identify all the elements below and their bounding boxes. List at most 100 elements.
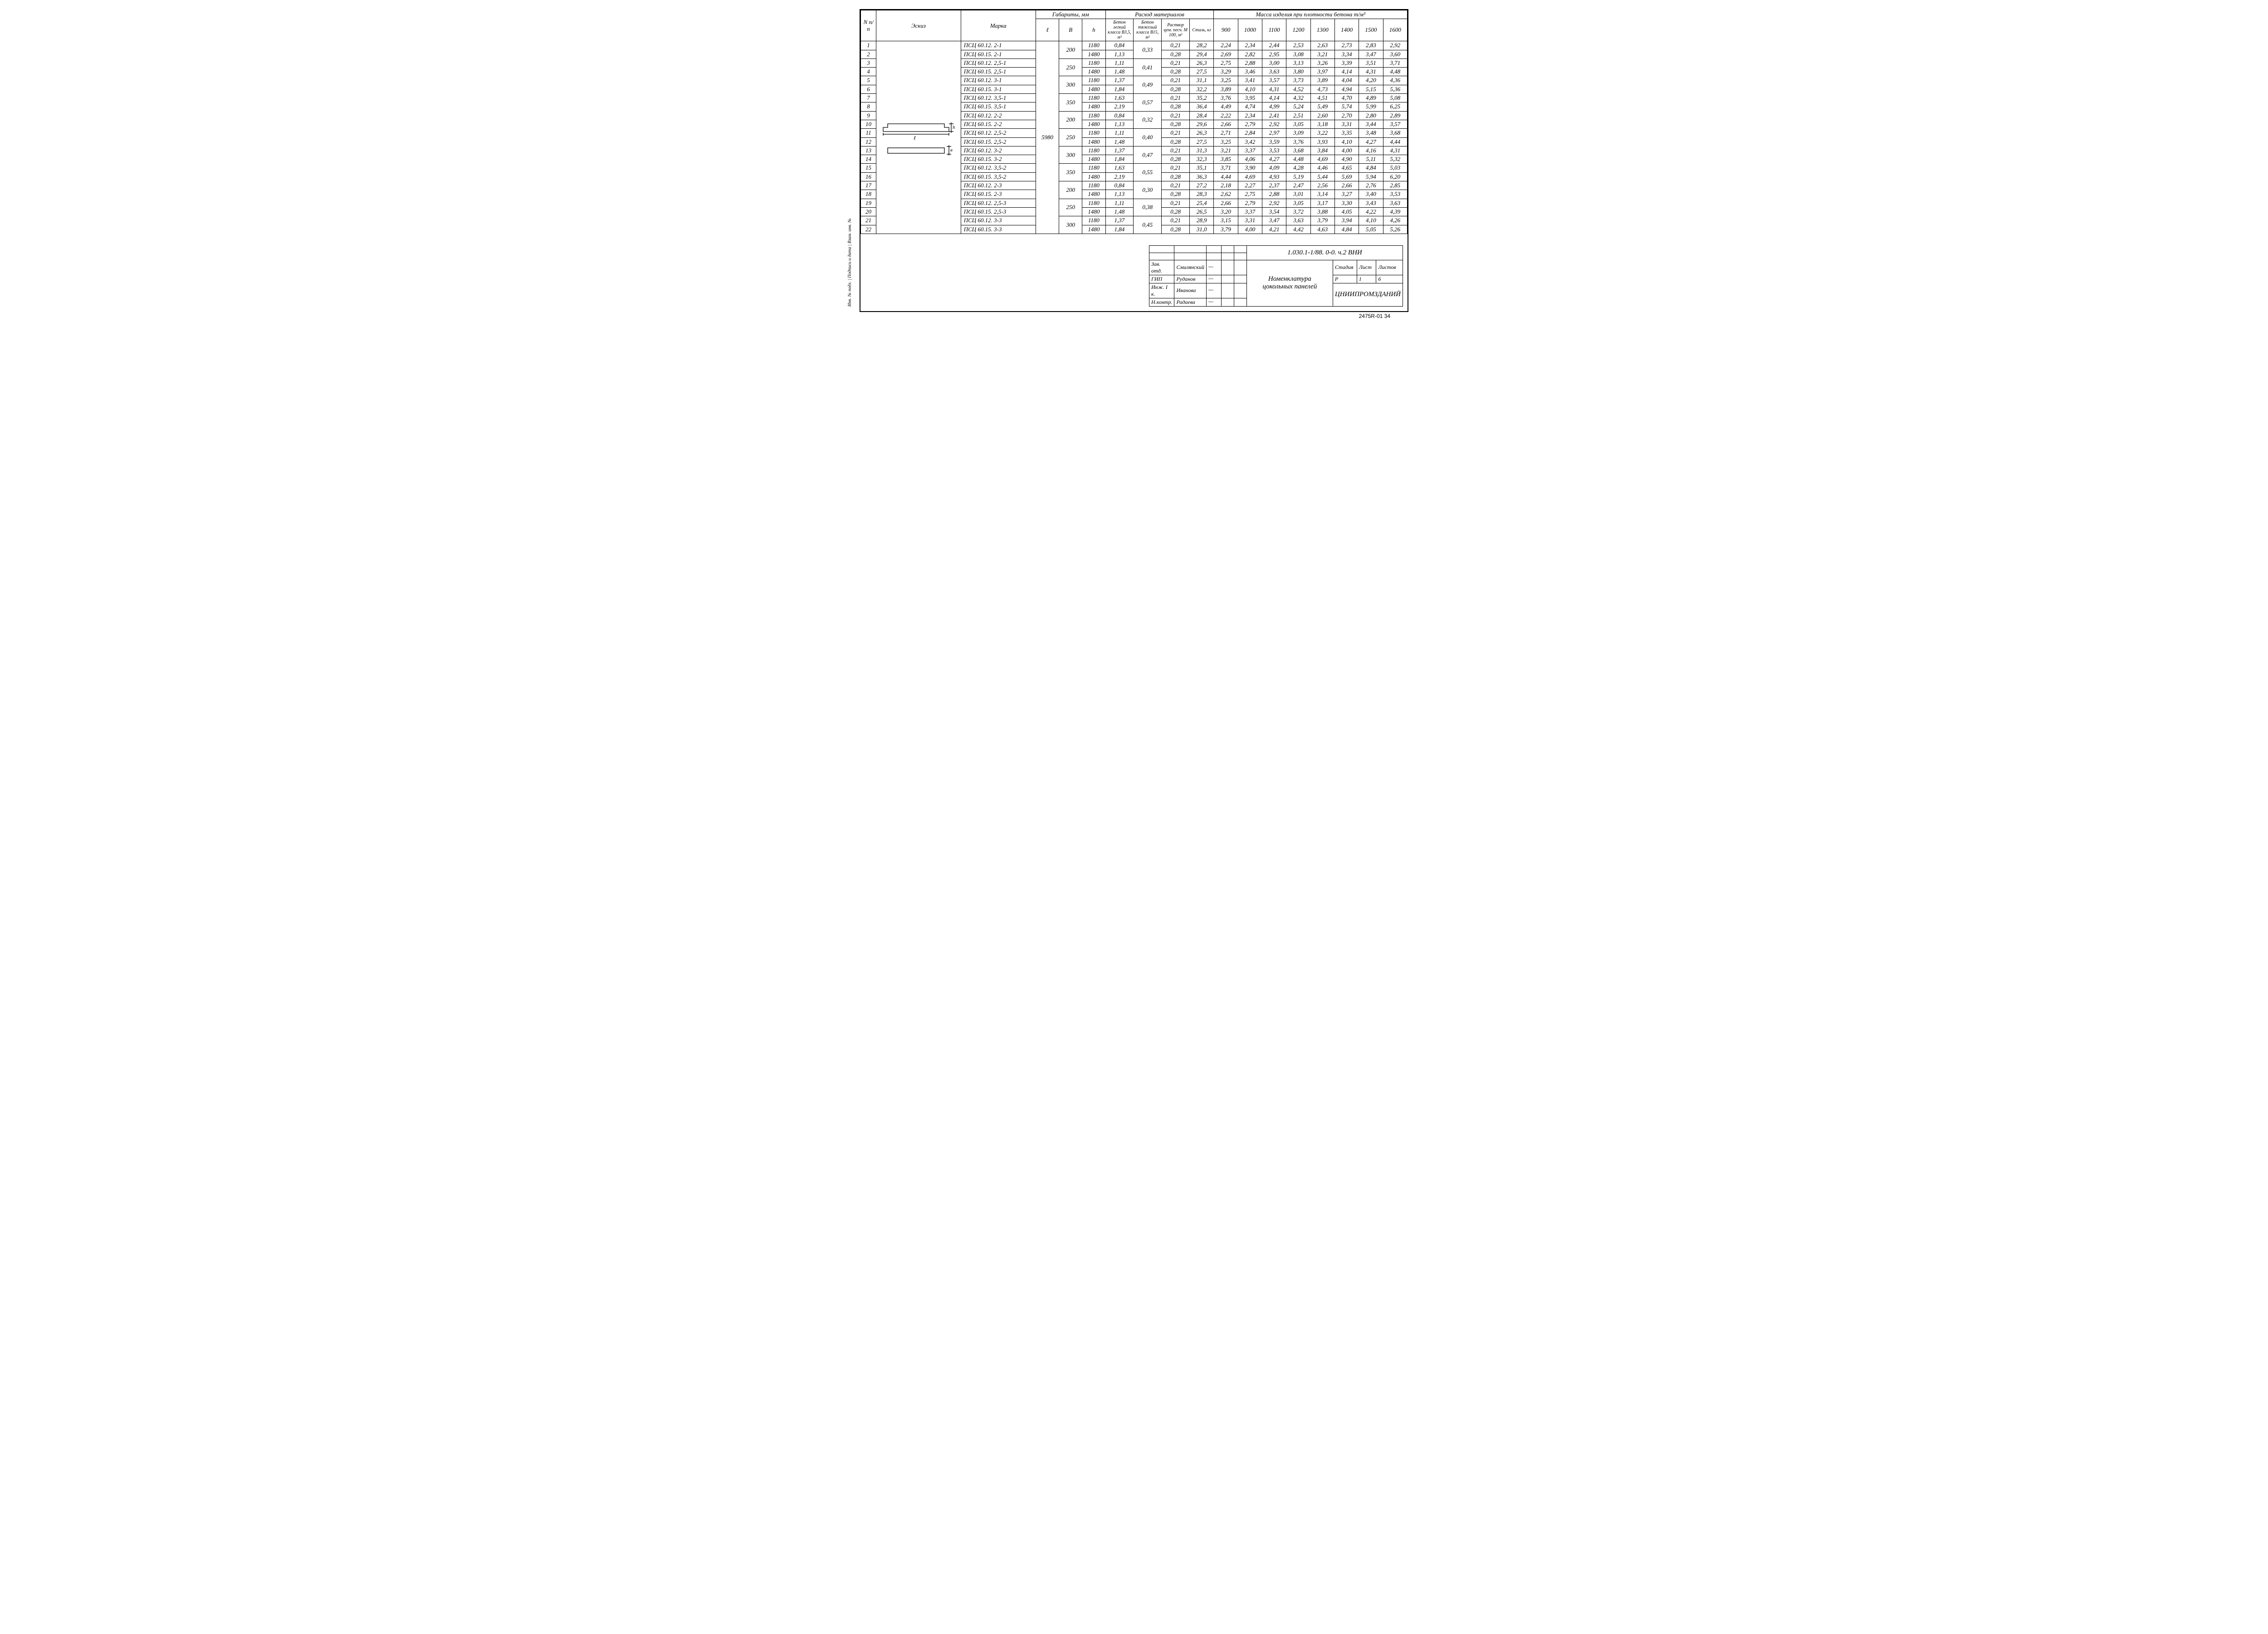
cell-mass: 3,00	[1262, 59, 1286, 67]
cell-mass: 2,88	[1262, 190, 1286, 199]
cell-mass: 3,68	[1383, 129, 1407, 137]
drawing-sheet: Инв. № подл. | Подпись и дата | Взам. ин…	[860, 9, 1408, 312]
cell-mass: 4,00	[1238, 225, 1262, 234]
cell-heavy: 0,47	[1134, 146, 1162, 164]
cell-mass: 3,40	[1359, 190, 1383, 199]
cell-mass: 3,53	[1383, 190, 1407, 199]
cell-mass: 2,44	[1262, 41, 1286, 50]
cell-mass: 3,22	[1310, 129, 1334, 137]
cell-mass: 2,82	[1238, 50, 1262, 59]
cell-light: 1,13	[1105, 190, 1134, 199]
col-dens-3: 1200	[1286, 19, 1310, 41]
col-mass-group: Масса изделия при плотности бетона т/м³	[1214, 10, 1408, 19]
cell-mortar: 0,21	[1162, 94, 1190, 102]
cell-mass: 4,46	[1310, 164, 1334, 172]
sheets-header: Листов	[1376, 260, 1403, 275]
cell-mass: 4,44	[1214, 172, 1238, 181]
cell-l: 5980	[1036, 41, 1059, 234]
cell-mass: 4,27	[1359, 137, 1383, 146]
cell-steel: 27,5	[1190, 137, 1214, 146]
cell-mass: 4,36	[1383, 76, 1407, 85]
cell-mass: 4,04	[1334, 76, 1359, 85]
cell-n: 16	[861, 172, 876, 181]
cell-mass: 2,92	[1262, 120, 1286, 128]
cell-mass: 2,63	[1310, 41, 1334, 50]
cell-light: 0,84	[1105, 111, 1134, 120]
cell-heavy: 0,45	[1134, 216, 1162, 234]
cell-mass: 5,99	[1359, 102, 1383, 111]
cell-mass: 3,93	[1310, 137, 1334, 146]
cell-h: 1480	[1082, 68, 1105, 76]
cell-mass: 4,65	[1334, 164, 1359, 172]
cell-h: 1480	[1082, 225, 1105, 234]
cell-mortar: 0,28	[1162, 225, 1190, 234]
cell-mass: 2,27	[1238, 181, 1262, 190]
cell-mass: 3,34	[1334, 50, 1359, 59]
cell-mass: 2,75	[1214, 59, 1238, 67]
cell-mass: 3,41	[1238, 76, 1262, 85]
cell-mass: 2,53	[1286, 41, 1310, 50]
drawing-title: Номенклатура цокольных панелей	[1246, 260, 1333, 306]
cell-mass: 4,28	[1286, 164, 1310, 172]
cell-mass: 4,16	[1359, 146, 1383, 155]
cell-mass: 2,88	[1238, 59, 1262, 67]
cell-mass: 3,14	[1310, 190, 1334, 199]
cell-mark: ПСЦ 60.15. 3-1	[961, 85, 1036, 93]
cell-light: 1,48	[1105, 207, 1134, 216]
cell-mass: 6,25	[1383, 102, 1407, 111]
cell-mortar: 0,21	[1162, 164, 1190, 172]
cell-n: 19	[861, 199, 876, 207]
col-concrete-heavy: Бетон тяжелый класса В15, м³	[1134, 19, 1162, 41]
cell-h: 1180	[1082, 181, 1105, 190]
cell-mass: 3,21	[1310, 50, 1334, 59]
cell-light: 0,84	[1105, 41, 1134, 50]
cell-steel: 29,4	[1190, 50, 1214, 59]
cell-mass: 3,63	[1383, 199, 1407, 207]
cell-mass: 5,32	[1383, 155, 1407, 164]
cell-mass: 4,10	[1334, 137, 1359, 146]
cell-mass: 4,31	[1262, 85, 1286, 93]
cell-mortar: 0,21	[1162, 76, 1190, 85]
cell-heavy: 0,49	[1134, 76, 1162, 94]
cell-mass: 4,26	[1383, 216, 1407, 225]
cell-mass: 5,49	[1310, 102, 1334, 111]
cell-mass: 3,76	[1214, 94, 1238, 102]
cell-mass: 4,27	[1262, 155, 1286, 164]
cell-mass: 3,43	[1359, 199, 1383, 207]
cell-mass: 3,30	[1334, 199, 1359, 207]
cell-light: 1,37	[1105, 216, 1134, 225]
cell-steel: 27,2	[1190, 181, 1214, 190]
cell-mass: 3,79	[1214, 225, 1238, 234]
cell-h: 1180	[1082, 94, 1105, 102]
cell-mass: 4,90	[1334, 155, 1359, 164]
cell-n: 22	[861, 225, 876, 234]
col-consumption-group: Расход материалов	[1105, 10, 1214, 19]
col-dens-1: 1000	[1238, 19, 1262, 41]
cell-mass: 2,69	[1214, 50, 1238, 59]
col-mortar: Раствор цем. песч. М 100, м³	[1162, 19, 1190, 41]
cell-mark: ПСЦ 60.12. 3-2	[961, 146, 1036, 155]
cell-mass: 3,13	[1286, 59, 1310, 67]
cell-mark: ПСЦ 60.12. 2-3	[961, 181, 1036, 190]
cell-b: 300	[1059, 76, 1082, 94]
cell-light: 0,84	[1105, 181, 1134, 190]
cell-heavy: 0,32	[1134, 111, 1162, 129]
cell-n: 10	[861, 120, 876, 128]
cell-mass: 2,97	[1262, 129, 1286, 137]
cell-mass: 3,89	[1214, 85, 1238, 93]
cell-mass: 3,76	[1286, 137, 1310, 146]
cell-mass: 3,44	[1359, 120, 1383, 128]
cell-mass: 2,79	[1238, 120, 1262, 128]
svg-text:h: h	[953, 125, 955, 130]
role-3: Н.контр.	[1149, 298, 1174, 306]
cell-steel: 32,2	[1190, 85, 1214, 93]
cell-mass: 3,29	[1214, 68, 1238, 76]
cell-mass: 3,08	[1286, 50, 1310, 59]
cell-mass: 4,20	[1359, 76, 1383, 85]
svg-text:в: в	[950, 147, 953, 153]
cell-light: 1,37	[1105, 76, 1134, 85]
cell-mass: 5,44	[1310, 172, 1334, 181]
col-mark: Марка	[961, 10, 1036, 41]
cell-mass: 3,85	[1214, 155, 1238, 164]
cell-h: 1180	[1082, 146, 1105, 155]
